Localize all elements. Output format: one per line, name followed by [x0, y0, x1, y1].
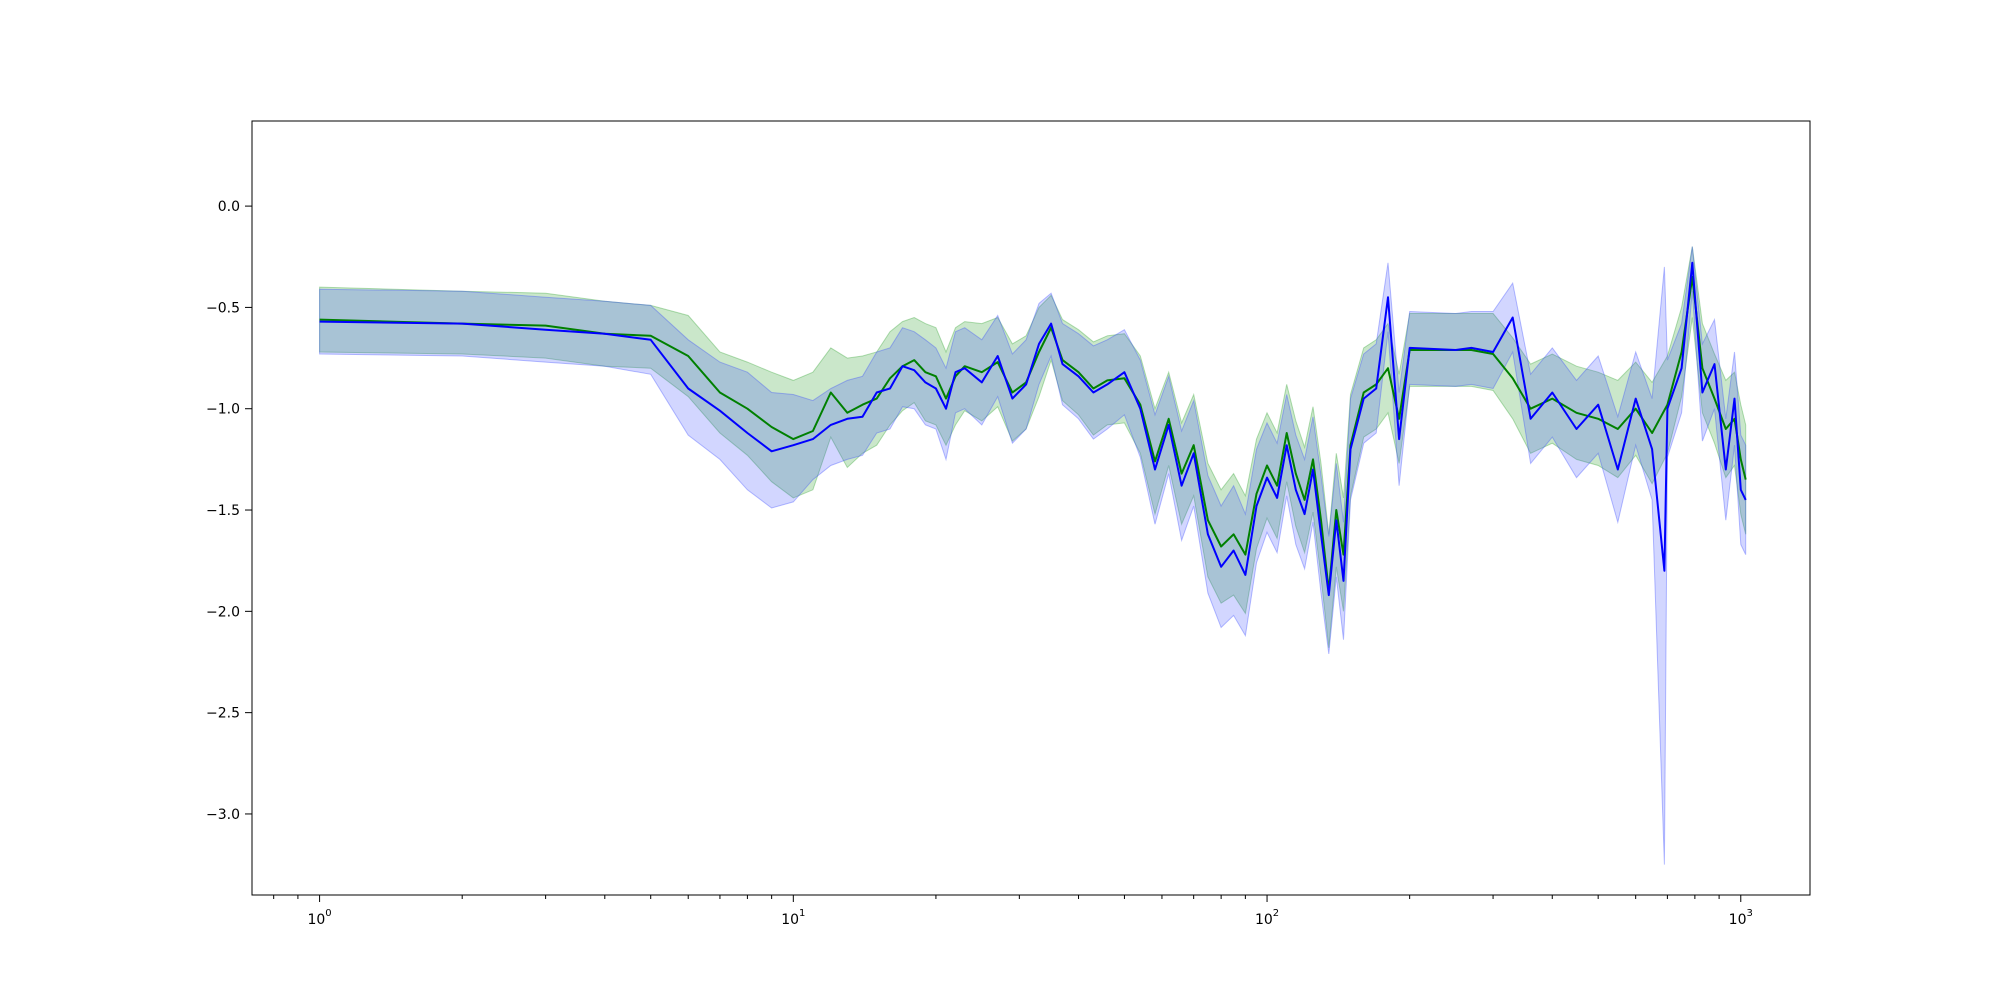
y-tick-label: −2.5	[206, 706, 240, 722]
plot-area-frame	[251, 120, 1811, 896]
confidence-band-1	[319, 246, 1747, 648]
x-tick-label: 102	[1255, 908, 1279, 928]
confidence-bands	[319, 246, 1747, 865]
confidence-band-2	[319, 246, 1747, 865]
series-lines	[319, 261, 1747, 597]
x-axis: 100 101 102 103	[273, 895, 1753, 928]
series-line-1	[319, 276, 1747, 593]
x-tick-label: 100	[307, 908, 331, 928]
series-line-2	[319, 261, 1747, 597]
y-tick-label: −3.0	[206, 807, 240, 823]
x-tick-label: 103	[1729, 908, 1753, 928]
y-tick-label: −1.5	[206, 503, 240, 519]
y-tick-label: −2.0	[206, 604, 240, 620]
y-tick-label: 0.0	[218, 199, 240, 215]
y-tick-label: −0.5	[206, 300, 240, 316]
y-axis: 0.0 −0.5 −1.0 −1.5 −2.0 −2.5 −3.0	[206, 199, 252, 823]
x-tick-label: 101	[781, 908, 805, 928]
y-tick-label: −1.0	[206, 402, 240, 418]
